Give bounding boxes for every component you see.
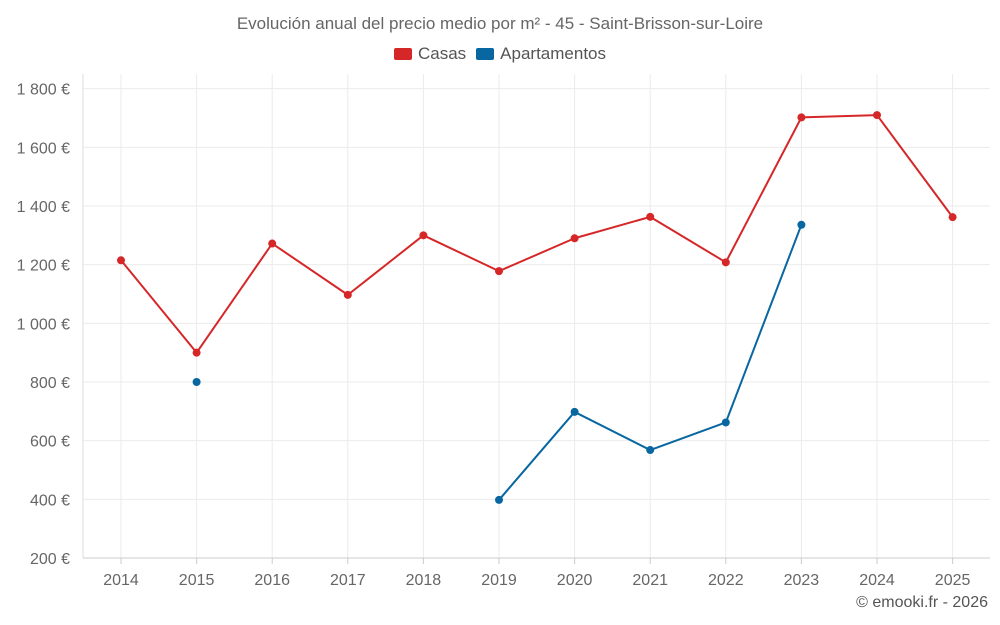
x-tick-label: 2017 [330,572,366,589]
x-tick-label: 2021 [632,572,668,589]
legend-label-casas: Casas [417,44,467,63]
data-point-casas[interactable] [419,231,428,240]
chart-title: Evolución anual del precio medio por m² … [236,14,764,33]
data-point-casas[interactable] [268,239,277,248]
data-point-apartamentos[interactable] [192,378,201,386]
data-point-apartamentos[interactable] [797,220,806,229]
legend-swatch-apartamentos [476,48,495,60]
data-point-casas[interactable] [570,234,579,243]
y-tick-label: 200 € [30,551,70,568]
data-point-apartamentos[interactable] [570,407,579,416]
copyright-text: © emooki.fr - 2026 [856,594,988,611]
data-point-casas[interactable] [873,111,881,120]
y-tick-label: 1 600 € [17,140,70,157]
legend: Casas Apartamentos [0,44,1000,64]
y-tick-label: 800 € [30,375,70,392]
data-point-apartamentos[interactable] [646,446,655,455]
series-line-casas [120,114,954,354]
y-tick-label: 1 800 € [17,82,70,99]
data-point-casas[interactable] [117,256,125,265]
data-point-casas[interactable] [797,113,806,122]
data-point-casas[interactable] [495,267,503,276]
legend-label-apartamentos: Apartamentos [500,44,607,63]
x-tick-label: 2019 [481,572,517,589]
x-tick-label: 2014 [103,572,139,589]
data-point-casas[interactable] [343,290,352,299]
x-tick-label: 2022 [708,572,744,589]
legend-item-casas[interactable]: Casas [393,44,467,64]
legend-swatch-casas [393,48,412,60]
x-tick-label: 2023 [784,572,820,589]
data-point-apartamentos[interactable] [495,495,503,504]
y-tick-label: 400 € [30,492,70,509]
x-tick-label: 2018 [406,572,442,589]
data-point-apartamentos[interactable] [721,418,730,427]
data-point-casas[interactable] [192,348,201,357]
x-tick-label: 2020 [557,572,593,589]
x-tick-label: 2015 [179,572,215,589]
x-tick-label: 2016 [254,572,290,589]
y-tick-label: 1 000 € [17,316,70,333]
data-point-casas[interactable] [948,213,957,222]
x-tick-label: 2024 [859,572,895,589]
y-tick-label: 1 200 € [17,258,70,275]
y-tick-label: 600 € [30,434,70,451]
x-tick-label: 2025 [935,572,971,589]
data-point-casas[interactable] [646,212,655,221]
y-tick-label: 1 400 € [17,199,70,216]
data-point-casas[interactable] [721,258,730,267]
legend-item-apartamentos[interactable]: Apartamentos [476,44,606,64]
